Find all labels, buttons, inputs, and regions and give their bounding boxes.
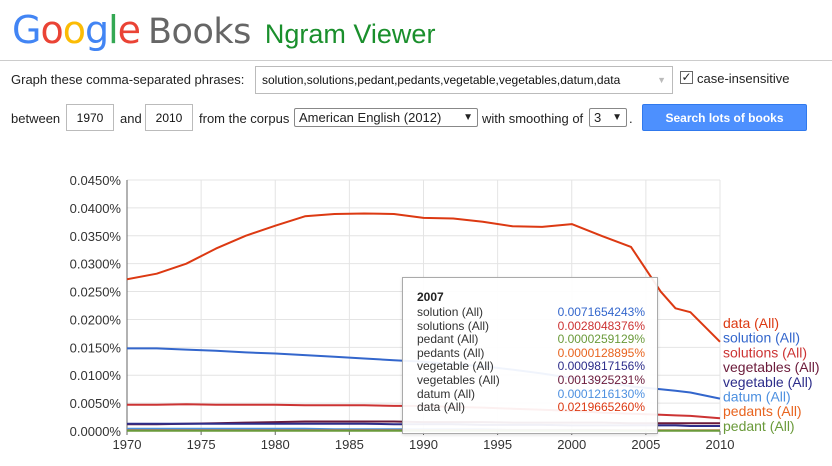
y-tick-label: 0.0300% [70,257,122,272]
y-tick-label: 0.0400% [70,201,122,216]
x-tick-label: 1975 [187,437,216,452]
tooltip-series-name: pedants (All) [417,345,485,360]
chevron-down-icon: ▼ [463,112,473,123]
tooltip-series-value: 0.0000259129% [557,332,645,347]
x-tick-label: 2010 [706,437,735,452]
y-tick-label: 0.0250% [70,285,122,300]
google-logo: Google [12,8,141,52]
legend-entry: vegetable (All) [723,374,813,390]
tooltip-series-value: 0.0013925231% [557,372,645,387]
tooltip-series-name: datum (All) [417,386,476,401]
x-tick-label: 1985 [335,437,364,452]
tooltip-row: data (All) 0.0219665260% [417,401,657,415]
tooltip-series-value: 0.0219665260% [557,400,645,415]
dropdown-arrow-icon: ▼ [657,75,666,85]
x-tick-label: 2005 [631,437,660,452]
phrases-label: Graph these comma-separated phrases: [11,72,245,87]
tooltip-row: pedant (All) 0.0000259129% [417,333,657,347]
y-tick-label: 0.0450% [70,173,122,188]
end-year-value: 2010 [155,110,183,125]
y-tick-label: 0.0100% [70,368,122,383]
smoothing-label: with smoothing of [482,111,584,126]
product-title: Ngram Viewer [264,19,436,49]
tooltip-row: vegetables (All) 0.0013925231% [417,372,657,388]
chevron-down-icon: ▼ [612,112,622,123]
tooltip-row: pedants (All) 0.0000128895% [417,345,657,361]
y-tick-label: 0.0350% [70,229,122,244]
phrases-input[interactable]: solution,solutions,pedant,pedants,vegeta… [255,66,673,94]
logo-letter: G [12,8,41,52]
series-line [126,212,721,343]
tooltip-row: solution (All) 0.0071654243% [417,305,657,320]
between-label: between [11,111,61,126]
legend-entry: pedants (All) [723,403,802,419]
logo-letter: g [84,8,109,52]
tooltip-series-value: 0.0009817156% [557,359,645,374]
and-label: and [120,111,142,126]
period: . [629,111,633,126]
tooltip-series-value: 0.0071654243% [557,305,645,319]
x-tick-label: 1970 [113,437,142,452]
corpus-select-value: American English (2012) [299,110,442,125]
tooltip-series-name: pedant (All) [417,332,479,347]
y-tick-label: 0.0050% [70,396,122,411]
y-tick-label: 0.0200% [70,312,122,327]
tooltip-series-value: 0.0028048376% [557,318,645,333]
legend-entry: solutions (All) [723,344,807,360]
end-year-input[interactable]: 2010 [145,104,193,131]
books-wordmark: Books [148,12,251,52]
start-year-input[interactable]: 1970 [66,104,114,131]
hover-tooltip: 2007 solution (All) 0.0071654243% solutio… [402,277,658,434]
smoothing-select[interactable]: 3 ▼ [589,108,627,127]
start-year-value: 1970 [76,110,104,125]
x-tick-label: 1990 [409,437,438,452]
corpus-select[interactable]: American English (2012) ▼ [294,108,478,127]
case-insensitive-label: case-insensitive [697,71,790,86]
legend-entry: pedant (All) [723,418,795,434]
chart-legend: data (All)solution (All)solutions (All)v… [723,315,820,434]
tooltip-series-name: vegetable (All) [417,359,494,374]
x-tick-label: 2000 [557,437,586,452]
x-tick-label: 1995 [483,437,512,452]
logo-letter: e [117,8,141,52]
logo-letter: l [108,8,119,52]
y-tick-label: 0.0000% [70,424,122,439]
tooltip-year: 2007 [417,290,444,304]
legend-entry: data (All) [723,315,779,331]
tooltip-row: datum (All) 0.0001216130% [417,386,657,402]
legend-entry: solution (All) [723,330,800,346]
google-books-logo[interactable]: Google Books Ngram Viewer [12,8,435,54]
phrases-input-value: solution,solutions,pedant,pedants,vegeta… [262,73,621,87]
tooltip-series-name: data (All) [417,400,466,415]
logo-letter: o [62,8,86,52]
tooltip-series-value: 0.0001216130% [557,386,645,401]
tooltip-series-name: vegetables (All) [417,372,500,387]
tooltip-series-name: solutions (All) [417,318,490,333]
tooltip-series-value: 0.0000128895% [557,345,645,360]
search-button[interactable]: Search lots of books [642,104,807,131]
legend-entry: datum (All) [723,389,791,405]
logo-letter: o [40,8,63,52]
header-divider [0,60,832,61]
tooltip-series-name: solution (All) [417,305,484,319]
smoothing-select-value: 3 [594,110,602,125]
chart-axes: 0.0000% 0.0050% 0.0100% 0.0150% 0.0200% 0.025… [70,173,735,452]
corpus-label: from the corpus [199,111,290,126]
tooltip-row: vegetable (All) 0.0009817156% [417,360,657,374]
y-tick-label: 0.0150% [70,340,122,355]
case-insensitive-checkbox[interactable]: ✓ [680,70,693,84]
tooltip-row: solutions (All) 0.0028048376% [417,318,657,334]
legend-entry: vegetables (All) [723,359,820,375]
x-tick-label: 1980 [261,437,290,452]
